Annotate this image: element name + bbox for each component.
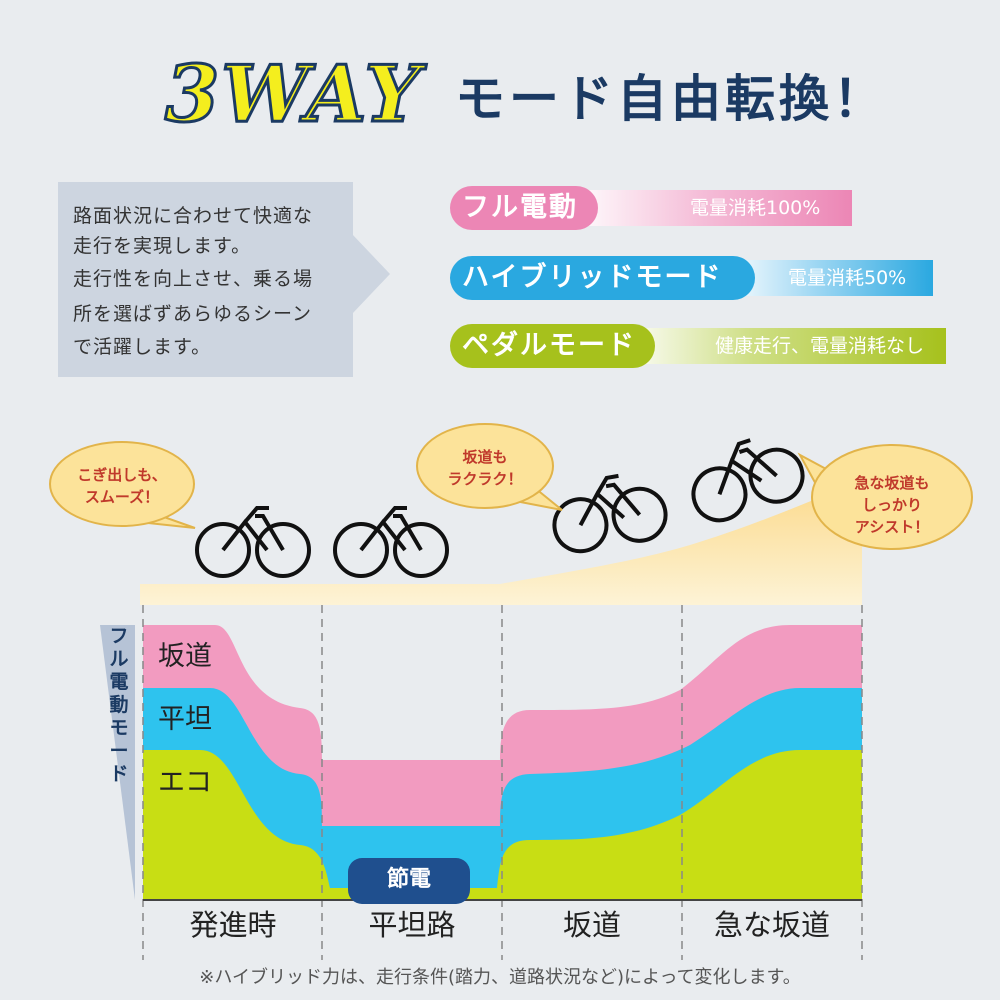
mode-note: 電量消耗50% — [788, 267, 907, 289]
vertical-label-char: 動 — [109, 694, 129, 716]
mode-bar — [620, 328, 946, 364]
row-label-eco: エコ — [158, 767, 212, 798]
speech-bubble-start: こぎ出しも、 スムーズ！ — [49, 441, 196, 529]
speech-bubble-steep: 急な坂道も しっかり アシスト！ — [797, 444, 973, 550]
mode-full-electric: フル電動 電量消耗100% — [450, 186, 855, 230]
mode-pedal: ペダルモード 健康走行、電量消耗なし — [450, 324, 948, 368]
vertical-label-char: ル — [109, 648, 129, 670]
vertical-label-backing — [100, 625, 135, 900]
speech-bubble-slope: 坂道も ラクラク！ — [416, 423, 563, 511]
bubble-text: しっかり — [862, 496, 922, 514]
bubble-text: ラクラク！ — [447, 470, 522, 488]
description-pointer — [352, 234, 390, 314]
mode-name: ペダルモード — [450, 324, 655, 368]
vertical-label-char: モ — [109, 717, 129, 739]
vertical-mode-label: フ ル 電 動 モ ー ド — [100, 625, 138, 905]
bicycle-icon — [691, 438, 805, 523]
category-flat-road: 平坦路 — [368, 908, 456, 942]
header: 3WAY モード自由転換！ — [0, 40, 1000, 141]
description-line: 所を選ばずあらゆるシーン — [73, 303, 313, 325]
bicycle-icon — [195, 506, 311, 578]
bubble-text: こぎ出しも、 — [77, 466, 167, 484]
power-save-badge: 節電 — [348, 858, 470, 904]
header-title: モード自由転換！ — [455, 70, 887, 128]
description-line: 走行性を向上させ、乗る場 — [73, 268, 314, 290]
row-label-flat: 平坦 — [158, 704, 212, 735]
bubble-text: アシスト！ — [855, 518, 929, 536]
category-slope: 坂道 — [562, 908, 621, 942]
header-3way: 3WAY — [163, 48, 423, 141]
bubble-text: 急な坂道も — [854, 474, 929, 492]
description-box: 路面状況に合わせて快適な 走行を実現します。 走行性を向上させ、乗る場 所を選ば… — [58, 182, 353, 377]
bubble-text: 坂道も — [462, 448, 507, 466]
vertical-label-char: フ — [109, 625, 129, 647]
footnote: ※ハイブリッド力は、走行条件(踏力、道路状況など)によって変化します。 — [199, 967, 801, 988]
vertical-label-char: ー — [109, 740, 129, 762]
mode-name: フル電動 — [450, 186, 598, 230]
bicycle-icon — [552, 473, 668, 554]
mode-note: 電量消耗100% — [690, 197, 821, 219]
mode-hybrid: ハイブリッドモード 電量消耗50% — [450, 256, 935, 300]
vertical-label-char: 電 — [109, 671, 129, 693]
mode-note: 健康走行、電量消耗なし — [715, 335, 925, 357]
row-label-slope: 坂道 — [158, 641, 212, 672]
category-start: 発進時 — [189, 908, 277, 942]
description-line: で活躍します。 — [73, 336, 212, 358]
mode-bar — [720, 260, 933, 296]
description-line: 路面状況に合わせて快適な — [73, 205, 314, 227]
bicycle-icon — [333, 506, 449, 578]
mode-name: ハイブリッドモード — [450, 256, 755, 300]
road-terrain — [140, 480, 862, 605]
mode-bar — [570, 190, 852, 226]
description-line: 走行を実現します。 — [73, 235, 252, 257]
bubble-text: スムーズ！ — [85, 488, 159, 506]
vertical-label-char: ド — [109, 763, 129, 785]
category-steep-slope: 急な坂道 — [713, 908, 830, 942]
